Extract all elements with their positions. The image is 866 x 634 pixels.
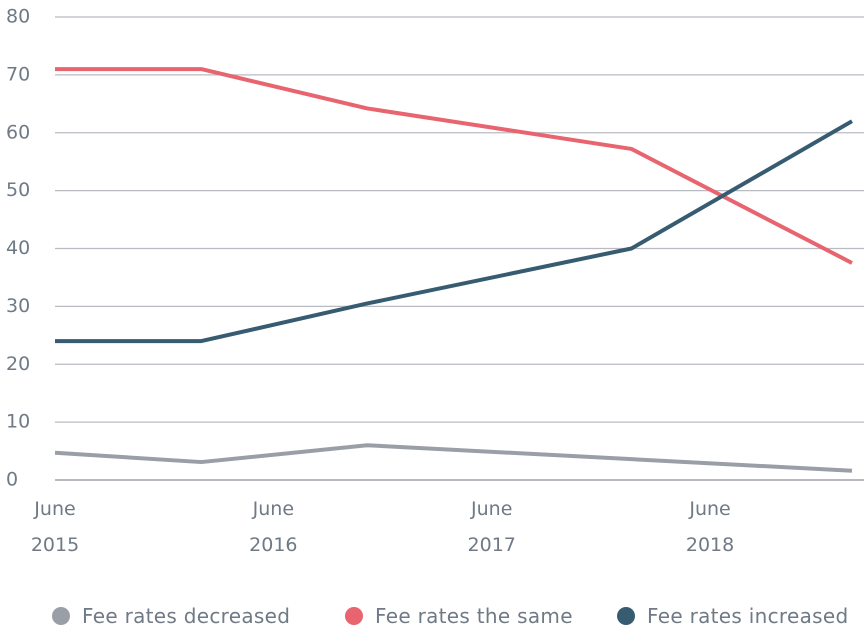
y-tick-label: 30 xyxy=(6,295,30,317)
legend-label: Fee rates increased xyxy=(647,604,849,628)
series-line xyxy=(54,443,853,473)
y-tick-label: 70 xyxy=(6,63,30,85)
legend-item: Fee rates increased xyxy=(617,604,848,628)
x-tick-label: June 2017 xyxy=(467,498,516,556)
x-tick-label: June 2016 xyxy=(249,498,298,556)
y-tick-label: 60 xyxy=(6,121,30,143)
series-line xyxy=(55,67,853,265)
y-tick-label: 40 xyxy=(6,237,30,259)
legend-swatch xyxy=(617,607,635,625)
legend-label: Fee rates the same xyxy=(375,604,573,628)
y-tick-label: 50 xyxy=(6,179,30,201)
y-tick-label: 20 xyxy=(6,353,30,375)
y-tick-label: 10 xyxy=(6,411,30,433)
legend-item: Fee rates decreased xyxy=(52,604,290,628)
y-tick-label: 0 xyxy=(6,469,18,491)
legend-swatch xyxy=(345,607,363,625)
series-line xyxy=(55,119,853,344)
legend-item: Fee rates the same xyxy=(345,604,573,628)
legend-swatch xyxy=(52,607,70,625)
y-tick-label: 80 xyxy=(6,6,30,28)
x-tick-label: June 2018 xyxy=(685,498,735,556)
x-tick-label: June 2015 xyxy=(30,498,80,556)
legend-label: Fee rates decreased xyxy=(82,604,291,628)
